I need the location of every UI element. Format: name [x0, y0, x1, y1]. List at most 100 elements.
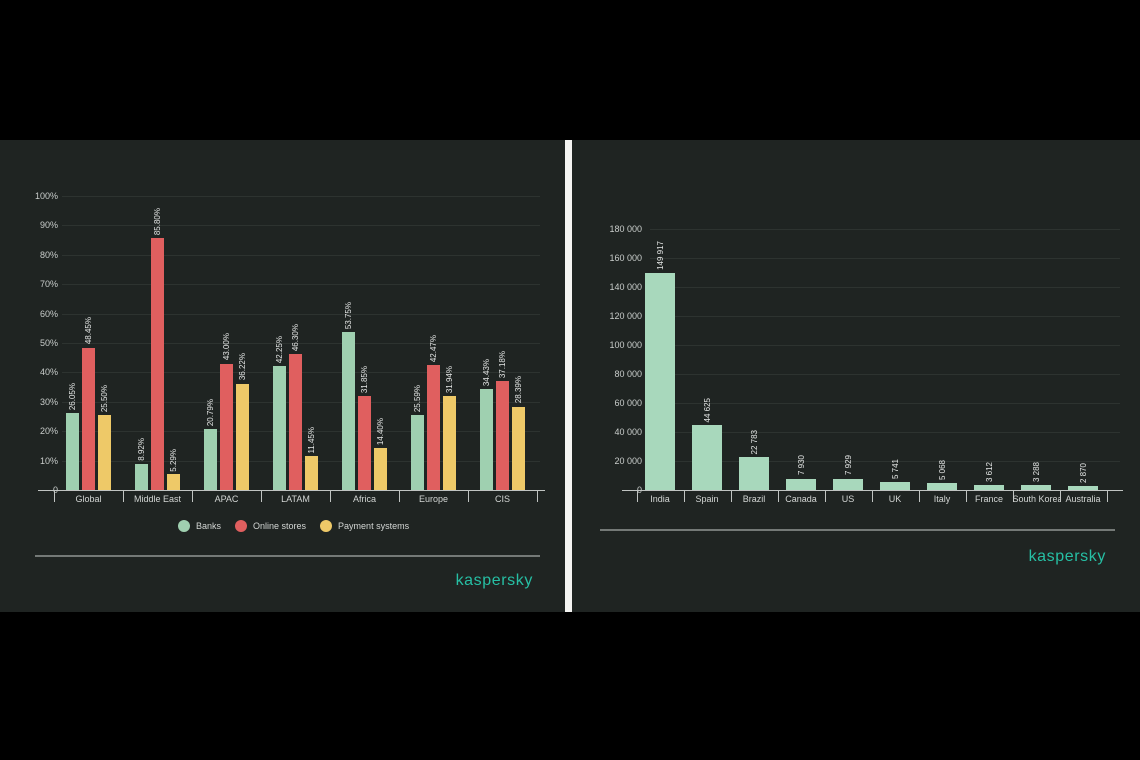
bar-value-label: 2 870: [1078, 462, 1088, 483]
x-axis-tick: [399, 490, 400, 502]
bar-banks: [480, 388, 493, 490]
category-label: UK: [888, 494, 902, 504]
y-axis-tick-label: 10%: [39, 455, 58, 466]
gridline: [62, 284, 540, 286]
y-axis-tick-label: 70%: [39, 279, 58, 290]
category-label: Spain: [695, 494, 719, 504]
bar-value-label: 5 068: [937, 459, 947, 480]
bar-us: [833, 478, 863, 490]
x-axis-line: [622, 490, 1123, 491]
bar-value-label: 20.79%: [206, 398, 215, 426]
x-axis-tick: [965, 490, 967, 502]
category-label: South Korea: [1012, 494, 1060, 504]
bar-value-label: 31.85%: [360, 366, 369, 394]
y-axis-tick-label: 140 000: [609, 282, 642, 292]
bar-online-stores: [289, 353, 302, 490]
x-axis-tick: [730, 490, 732, 502]
bar-banks: [135, 463, 148, 490]
bar-online-stores: [427, 365, 440, 490]
category-label: Africa: [352, 494, 376, 504]
bar-payment-systems: [374, 447, 387, 490]
x-axis-tick: [192, 490, 193, 502]
bar-value-label: 149 917: [655, 240, 665, 270]
bar-south-korea: [1021, 485, 1051, 490]
x-axis-tick: [683, 490, 685, 502]
category-label: Global: [75, 494, 102, 504]
y-axis-tick-label: 100 000: [609, 340, 642, 350]
gridline: [62, 313, 540, 315]
bar-value-label: 31.94%: [445, 365, 454, 394]
x-axis-tick: [636, 490, 638, 502]
category-label: Italy: [933, 494, 951, 504]
y-axis-tick-label: 50%: [39, 338, 58, 348]
bar-value-label: 22 783: [749, 429, 759, 454]
y-axis-tick-label: 80 000: [614, 369, 642, 379]
bar-payment-systems: [443, 396, 456, 490]
bar-online-stores: [358, 396, 371, 490]
bar-value-label: 36.22%: [238, 353, 247, 381]
x-axis-tick: [123, 490, 124, 502]
panel-divider: [565, 140, 572, 612]
bar-value-label: 37.18%: [498, 350, 507, 378]
y-axis-tick-label: 60%: [39, 308, 58, 319]
legend: Banks Online stores Payment systems: [178, 520, 409, 532]
regions-chart-panel: 010%20%30%40%50%60%70%80%90%100%GlobalMi…: [0, 140, 565, 612]
gridline: [650, 229, 1120, 230]
bar-banks: [66, 413, 79, 490]
x-axis-tick: [824, 490, 826, 502]
bar-canada: [786, 478, 816, 490]
bar-payment-systems: [236, 383, 249, 490]
gridline: [650, 258, 1120, 259]
bar-banks: [342, 331, 355, 490]
legend-swatch: [178, 520, 190, 532]
bar-online-stores: [82, 347, 95, 490]
gridline: [62, 343, 540, 344]
bar-value-label: 53.75%: [344, 301, 353, 329]
bar-value-label: 25.59%: [413, 384, 422, 412]
separator-line: [600, 529, 1115, 531]
legend-item: Online stores: [235, 520, 306, 532]
bar-banks: [204, 428, 217, 490]
category-label: US: [841, 494, 855, 504]
bar-italy: [927, 482, 957, 490]
bar-value-label: 5.29%: [169, 448, 178, 472]
y-axis-tick-label: 120 000: [609, 311, 642, 321]
bar-payment-systems: [98, 415, 111, 490]
kaspersky-logo: kaspersky: [455, 572, 533, 589]
bar-value-label: 11.45%: [307, 426, 316, 454]
legend-label: Banks: [196, 521, 222, 531]
gridline: [650, 316, 1120, 317]
category-label: Middle East: [133, 494, 182, 504]
bar-value-label: 34.43%: [482, 358, 491, 386]
y-axis-tick-label: 160 000: [609, 253, 642, 263]
category-label: Australia: [1065, 494, 1101, 504]
bar-brazil: [739, 456, 769, 490]
bar-payment-systems: [167, 474, 180, 490]
legend-item: Banks: [178, 520, 221, 532]
category-label: CIS: [494, 494, 510, 504]
y-axis-tick-label: 180 000: [609, 224, 642, 234]
bar-online-stores: [220, 363, 233, 490]
bar-value-label: 42.25%: [275, 335, 284, 363]
bar-uk: [880, 481, 910, 490]
x-axis-line: [38, 490, 545, 491]
gridline: [62, 254, 540, 256]
kaspersky-logo: kaspersky: [1028, 548, 1106, 565]
x-axis-tick: [777, 490, 779, 502]
bar-value-label: 26.05%: [68, 383, 77, 411]
gridline: [650, 287, 1120, 288]
category-label: Europe: [418, 494, 449, 504]
legend-item: Payment systems: [320, 520, 409, 532]
x-axis-tick: [330, 490, 331, 502]
x-axis-tick: [1012, 490, 1014, 502]
bar-value-label: 28.39%: [514, 376, 523, 404]
category-label: France: [974, 494, 1003, 504]
legend-label: Payment systems: [338, 521, 410, 531]
bar-value-label: 5 741: [890, 458, 900, 479]
bar-australia: [1068, 485, 1098, 490]
y-axis-tick-label: 30%: [39, 396, 58, 407]
bar-online-stores: [496, 380, 509, 490]
y-axis-tick-label: 100%: [34, 191, 58, 201]
